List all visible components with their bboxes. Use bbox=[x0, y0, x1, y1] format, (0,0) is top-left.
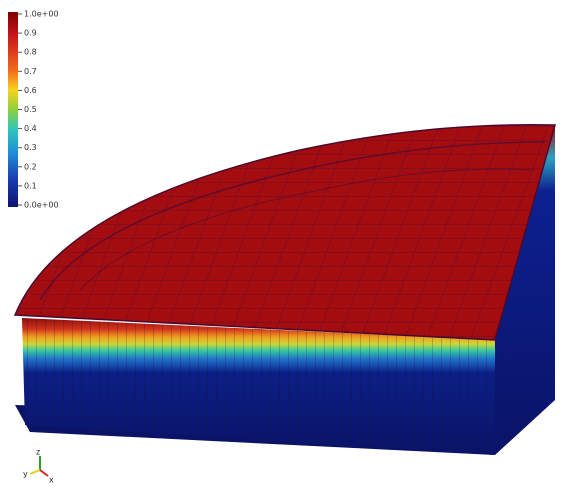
orientation-axes: z y x bbox=[23, 448, 54, 485]
render-view: 1.0e+00 0.9 0.8 0.7 0.6 0.5 0.4 0.3 0.2 0.1 0.0e+0… bbox=[0, 0, 563, 491]
legend-label: 0.1 bbox=[24, 181, 37, 190]
legend-label: 0.3 bbox=[24, 143, 37, 152]
axis-label: z bbox=[36, 448, 40, 457]
legend-label: 0.4 bbox=[24, 124, 37, 133]
legend-label: 0.8 bbox=[24, 48, 37, 57]
axis-label: x bbox=[49, 476, 54, 485]
mesh-3d bbox=[0, 100, 563, 455]
legend-label: 0.2 bbox=[24, 162, 37, 171]
legend-label: 0.5 bbox=[24, 105, 37, 114]
legend-label: 0.0e+00 bbox=[24, 201, 59, 210]
axis-label: y bbox=[23, 470, 28, 479]
color-bar bbox=[8, 12, 18, 207]
legend-label: 1.0e+00 bbox=[24, 10, 59, 19]
legend-label: 0.6 bbox=[24, 86, 37, 95]
color-legend: 1.0e+00 0.9 0.8 0.7 0.6 0.5 0.4 0.3 0.2 0.1 0.0e+0… bbox=[8, 10, 59, 210]
legend-label: 0.9 bbox=[24, 29, 37, 38]
x-axis bbox=[40, 470, 48, 476]
y-axis bbox=[30, 470, 40, 474]
legend-label: 0.7 bbox=[24, 67, 37, 76]
